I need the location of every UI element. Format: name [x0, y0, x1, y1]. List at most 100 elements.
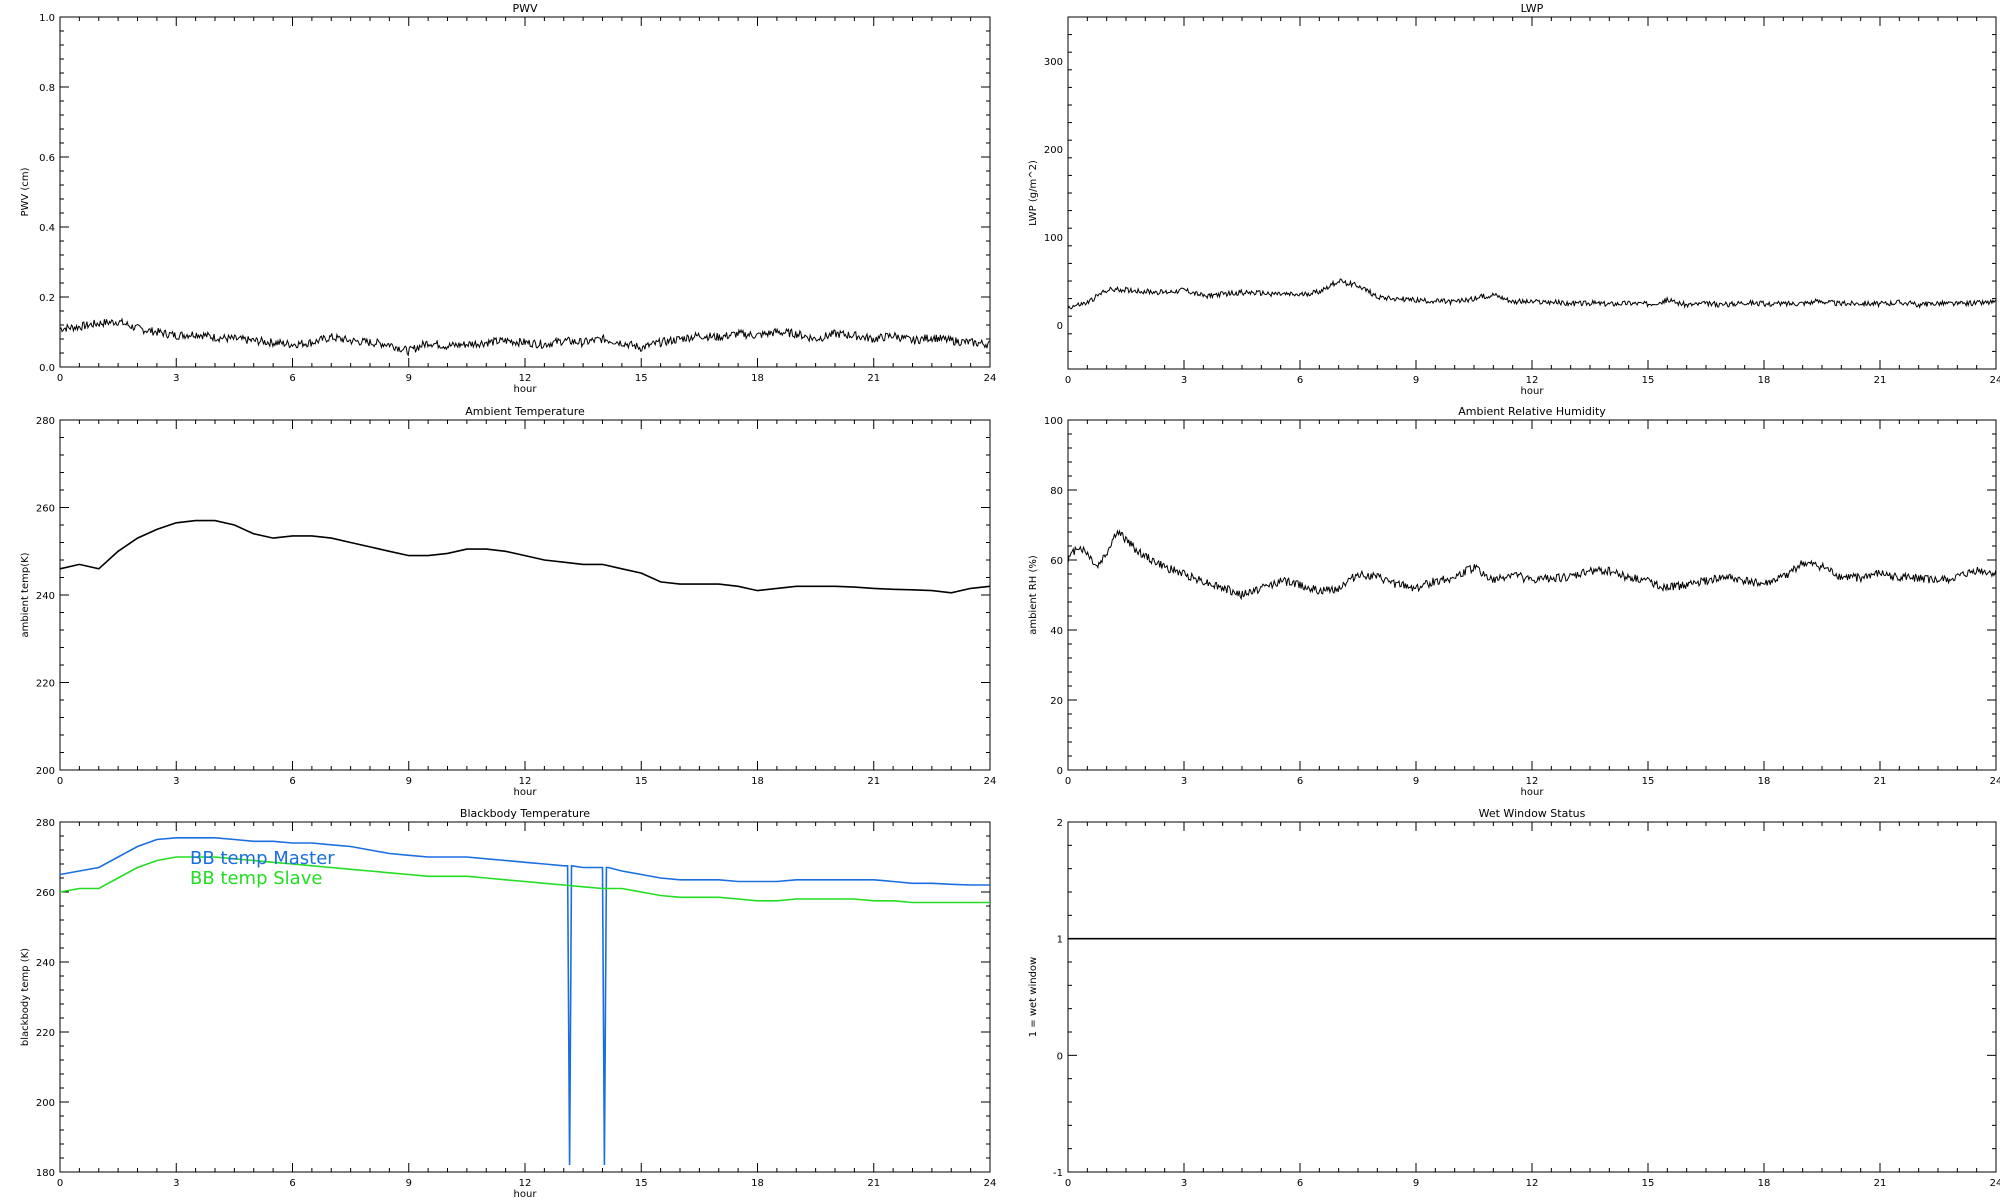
y-tick-label: 260: [36, 504, 55, 515]
x-tick-label: 6: [1297, 375, 1303, 386]
chart-title: LWP: [1521, 2, 1544, 15]
x-tick-label: 12: [519, 776, 532, 787]
series-line-1: [59, 317, 991, 357]
x-tick-label: 6: [289, 373, 295, 384]
y-tick-label: 200: [1044, 145, 1063, 156]
y-tick-label: 300: [1044, 57, 1063, 68]
x-tick-label: 21: [867, 1178, 880, 1189]
series-line-1: [59, 519, 991, 594]
x-tick-label: 6: [289, 1178, 295, 1189]
x-tick-label: 12: [1526, 1178, 1539, 1189]
x-tick-label: 24: [1990, 375, 2000, 386]
x-axis-label: hour: [514, 787, 538, 798]
x-tick-label: 18: [751, 776, 764, 787]
x-tick-label: 9: [406, 776, 412, 787]
x-tick-label: 3: [173, 776, 179, 787]
y-axis-label: blackbody temp (K): [20, 948, 31, 1046]
chart-panel-1: PWV 0 3 6 9 12 15 18 21 24 0.0 0.2 0.4 0.6 0.8 1.0 hour P…: [20, 2, 996, 395]
x-tick-label: 18: [751, 1178, 764, 1189]
y-tick-label: 0.6: [39, 153, 55, 164]
x-tick-label: 18: [1758, 776, 1771, 787]
plot-frame: [59, 419, 991, 771]
y-axis-label: PWV (cm): [20, 167, 31, 216]
series-line-1: [59, 837, 990, 1166]
y-tick-label: 0.2: [39, 293, 55, 304]
x-tick-label: 3: [173, 373, 179, 384]
x-tick-label: 24: [984, 776, 997, 787]
legend-entry: BB temp Slave: [190, 868, 322, 889]
x-tick-label: 12: [519, 373, 532, 384]
chart-panel-4: Ambient Relative Humidity 0 3 6 9 12 15 18 21 24 0…: [1028, 405, 2000, 798]
y-tick-label: 0.0: [39, 363, 55, 374]
x-tick-label: 15: [1642, 375, 1655, 386]
y-tick-label: 200: [36, 766, 55, 777]
x-axis-label: hour: [1521, 787, 1545, 798]
y-tick-label: 200: [36, 1098, 55, 1109]
plot-frame: [1067, 419, 1997, 771]
y-axis-label: ambient RH (%): [1028, 555, 1039, 635]
y-tick-label: 1: [1057, 935, 1063, 946]
x-tick-label: 6: [289, 776, 295, 787]
x-tick-label: 21: [1874, 375, 1887, 386]
x-tick-label: 6: [1297, 776, 1303, 787]
plot-frame: [59, 16, 991, 368]
legend-entry: BB temp Master: [190, 848, 335, 869]
y-tick-label: 260: [36, 888, 55, 899]
x-tick-label: 24: [1990, 1178, 2000, 1189]
x-tick-label: 21: [1874, 1178, 1887, 1189]
x-tick-label: 24: [1990, 776, 2000, 787]
x-tick-label: 12: [1526, 375, 1539, 386]
x-tick-label: 15: [1642, 776, 1655, 787]
y-tick-label: -1: [1053, 1168, 1063, 1179]
y-tick-label: 40: [1050, 626, 1063, 637]
y-tick-label: 280: [36, 416, 55, 427]
y-tick-label: 20: [1050, 696, 1063, 707]
chart-panel-3: Ambient Temperature 0 3 6 9 12 15 18 21 24 200 220 2…: [20, 405, 996, 798]
x-axis-label: hour: [514, 1189, 538, 1200]
x-tick-label: 3: [1181, 776, 1187, 787]
x-tick-label: 0: [57, 776, 63, 787]
x-tick-label: 0: [1065, 375, 1071, 386]
x-tick-label: 6: [1297, 1178, 1303, 1189]
x-tick-label: 18: [1758, 1178, 1771, 1189]
chart-title: Ambient Temperature: [465, 405, 585, 418]
chart-title: Ambient Relative Humidity: [1458, 405, 1606, 418]
x-axis-label: hour: [514, 384, 538, 395]
x-tick-label: 15: [635, 776, 648, 787]
x-tick-label: 21: [867, 776, 880, 787]
y-axis-label: ambient temp(K): [20, 552, 31, 637]
y-tick-label: 60: [1050, 556, 1063, 567]
y-tick-label: 2: [1057, 818, 1063, 829]
x-tick-label: 3: [173, 1178, 179, 1189]
x-tick-label: 9: [406, 1178, 412, 1189]
x-tick-label: 9: [1413, 375, 1419, 386]
x-tick-label: 0: [57, 1178, 63, 1189]
x-tick-label: 9: [1413, 1178, 1419, 1189]
y-tick-label: 240: [36, 591, 55, 602]
y-tick-label: 0: [1057, 1051, 1063, 1062]
chart-title: Blackbody Temperature: [460, 807, 590, 820]
y-tick-label: 0: [1057, 766, 1063, 777]
x-tick-label: 18: [751, 373, 764, 384]
chart-panel-2: LWP 0 3 6 9 12 15 18 21 24 0 100 200 300 hour LWP (g/m^…: [1028, 2, 2000, 397]
x-tick-label: 24: [984, 373, 997, 384]
x-tick-label: 12: [519, 1178, 532, 1189]
y-tick-label: 0.8: [39, 83, 55, 94]
x-tick-label: 0: [57, 373, 63, 384]
y-tick-label: 240: [36, 958, 55, 969]
plot-frame: [1067, 16, 1997, 370]
x-tick-label: 21: [867, 373, 880, 384]
chart-title: PWV: [512, 2, 538, 15]
y-tick-label: 1.0: [39, 13, 55, 24]
y-tick-label: 220: [36, 1028, 55, 1039]
chart-panel-5: Blackbody Temperature 0 3 6 9 12 15 18 21 24 180 20…: [20, 807, 996, 1200]
plot-frame: [1067, 821, 1997, 1173]
x-tick-label: 15: [1642, 1178, 1655, 1189]
x-tick-label: 21: [1874, 776, 1887, 787]
y-axis-label: 1 = wet window: [1028, 957, 1039, 1037]
x-tick-label: 18: [1758, 375, 1771, 386]
y-tick-label: 80: [1050, 486, 1063, 497]
x-tick-label: 24: [984, 1178, 997, 1189]
y-tick-label: 100: [1044, 416, 1063, 427]
